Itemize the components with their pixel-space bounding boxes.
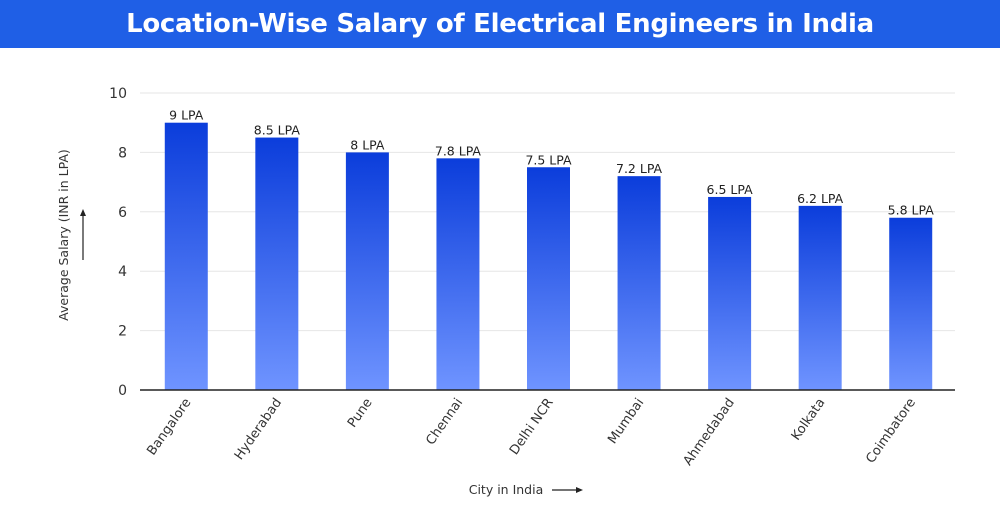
bar	[798, 205, 842, 390]
y-tick-label: 10	[109, 86, 127, 102]
data-label: 8 LPA	[350, 137, 385, 152]
bar	[255, 137, 299, 390]
chart-title: Location-Wise Salary of Electrical Engin…	[126, 9, 874, 39]
x-tick-label: Chennai	[423, 396, 466, 448]
bar	[617, 176, 661, 390]
data-label: 7.8 LPA	[435, 143, 482, 158]
title-banner: Location-Wise Salary of Electrical Engin…	[0, 0, 1000, 48]
y-tick-label: 2	[118, 324, 127, 340]
x-tick-label: Hyderabad	[232, 396, 285, 463]
x-tick-label: Pune	[345, 396, 376, 431]
bar	[708, 196, 752, 390]
x-tick-label: Delhi NCR	[507, 396, 557, 458]
x-tick-label: Mumbai	[605, 396, 647, 447]
bar	[164, 122, 208, 390]
x-tick-label: Coimbatore	[863, 396, 919, 467]
data-labels: 9 LPA 8.5 LPA 8 LPA 7.8 LPA 7.5 LPA 7.2 LPA 6.…	[169, 108, 934, 218]
bar	[527, 167, 570, 390]
y-tick-label: 6	[118, 205, 127, 221]
x-axis-categories: Bangalore Hyderabad Pune Chennai Delhi NCR Mu…	[144, 396, 919, 469]
y-axis-arrow	[80, 209, 86, 260]
data-label: 7.5 LPA	[525, 152, 572, 167]
bars	[164, 122, 933, 390]
x-tick-label: Kolkata	[789, 396, 829, 444]
data-label: 6.2 LPA	[797, 191, 844, 206]
y-tick-label: 4	[118, 264, 127, 280]
bar	[889, 217, 933, 390]
y-axis-title-group: Average Salary (INR in LPA)	[56, 149, 71, 321]
x-tick-label: Bangalore	[144, 396, 194, 459]
y-axis-title: Average Salary (INR in LPA)	[56, 149, 71, 321]
data-label: 6.5 LPA	[707, 182, 754, 197]
x-axis-title: City in India	[469, 482, 544, 497]
data-label: 7.2 LPA	[616, 161, 663, 176]
bar	[436, 158, 480, 390]
x-tick-label: Ahmedabad	[681, 396, 738, 469]
data-label: 8.5 LPA	[254, 123, 301, 138]
bar	[345, 152, 389, 390]
data-label: 5.8 LPA	[888, 203, 935, 218]
y-tick-label: 8	[118, 145, 127, 161]
y-axis-ticks: 0 2 4 6 8 10	[109, 86, 127, 399]
x-axis-arrow	[552, 487, 583, 493]
y-tick-label: 0	[118, 383, 127, 399]
data-label: 9 LPA	[169, 108, 204, 123]
